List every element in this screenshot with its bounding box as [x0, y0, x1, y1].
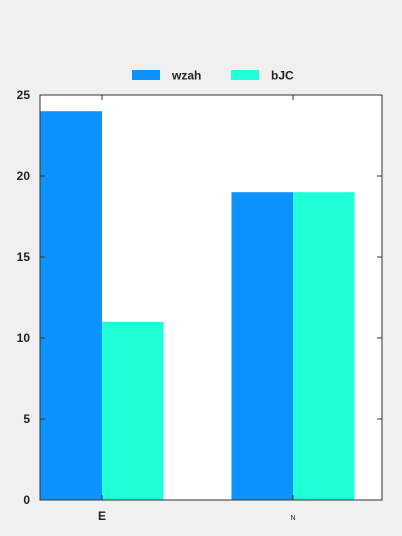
legend-swatch-bJC [231, 70, 259, 80]
y-tick-label: 10 [17, 331, 31, 345]
legend-label-bJC: bJC [271, 69, 294, 83]
plot-frame [39, 94, 383, 501]
y-tick-label: 5 [23, 412, 30, 426]
bar-wzah-E [40, 111, 102, 500]
legend-swatch-wzah [132, 70, 160, 80]
y-tick-label: 20 [17, 169, 31, 183]
y-axis: 0 5 10 15 20 25 [17, 88, 382, 507]
x-tick-label: N [290, 515, 295, 522]
y-tick-label: 0 [23, 493, 30, 507]
y-tick-label: 15 [17, 250, 31, 264]
bar-wzah-N [231, 192, 293, 500]
bar-bJC-N [293, 192, 355, 500]
bars-group [40, 111, 355, 500]
legend-label-wzah: wzah [171, 69, 201, 83]
bar-bJC-E [102, 321, 164, 500]
x-tick-label: E [98, 509, 106, 523]
legend: wzah bJC [132, 69, 294, 83]
y-tick-label: 25 [17, 88, 31, 102]
